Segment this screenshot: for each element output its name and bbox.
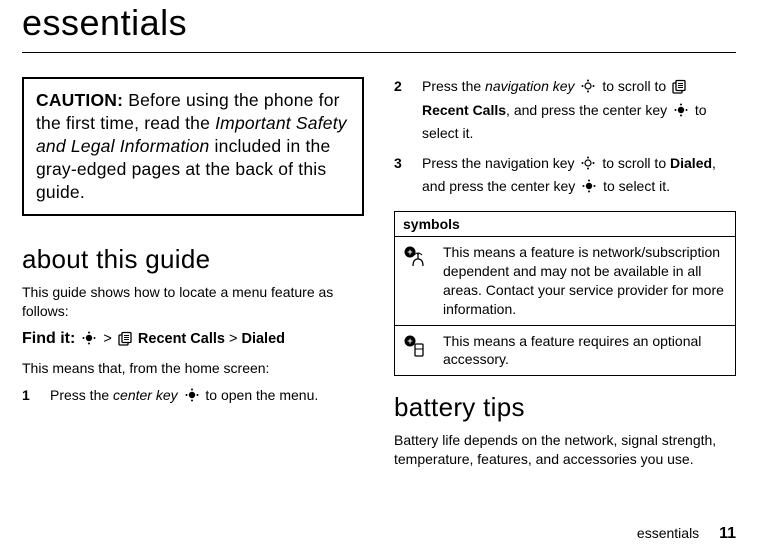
s1i: center key bbox=[113, 387, 178, 403]
find-it-label: Find it: bbox=[22, 330, 75, 347]
s2c: , and press the center key bbox=[506, 102, 671, 118]
step-1-num: 1 bbox=[22, 386, 34, 410]
center-key-icon bbox=[580, 177, 598, 201]
s3bold: Dialed bbox=[670, 155, 712, 171]
svg-text:+: + bbox=[407, 336, 412, 346]
s3d: to select it. bbox=[603, 178, 670, 194]
center-key-icon bbox=[672, 101, 690, 125]
page-footer: essentials 11 bbox=[637, 525, 736, 543]
battery-body: Battery life depends on the network, sig… bbox=[394, 431, 736, 469]
symbols-row-2-text: This means a feature requires an optiona… bbox=[435, 325, 736, 376]
symbols-row-1-text: This means a feature is network/subscrip… bbox=[435, 236, 736, 325]
footer-label: essentials bbox=[637, 525, 699, 541]
right-column: 2 Press the navigation key to scroll to … bbox=[394, 77, 736, 477]
s1a: Press the bbox=[50, 387, 113, 403]
page-number: 11 bbox=[719, 525, 736, 542]
svg-text:+: + bbox=[407, 247, 412, 257]
accessory-icon: + bbox=[395, 325, 436, 376]
symbols-header: symbols bbox=[395, 211, 736, 236]
center-key-icon bbox=[80, 329, 98, 351]
s2a: Press the bbox=[422, 78, 485, 94]
left-column: CAUTION: Before using the phone for the … bbox=[22, 77, 364, 477]
step-3-num: 3 bbox=[394, 154, 406, 201]
divider bbox=[22, 52, 736, 53]
step-1-text: Press the center key to open the menu. bbox=[50, 386, 364, 410]
step-3-text: Press the navigation key to scroll to Di… bbox=[422, 154, 736, 201]
step-3: 3 Press the navigation key to scroll to … bbox=[394, 154, 736, 201]
findit-dialed: Dialed bbox=[241, 331, 285, 347]
find-it-line: Find it: > Recent Calls > Dialed bbox=[22, 329, 364, 351]
s2b: to scroll to bbox=[602, 78, 670, 94]
center-key-icon bbox=[183, 386, 201, 410]
step-2: 2 Press the navigation key to scroll to … bbox=[394, 77, 736, 144]
nav-key-icon bbox=[579, 77, 597, 101]
about-intro: This guide shows how to locate a menu fe… bbox=[22, 283, 364, 321]
s3b: to scroll to bbox=[602, 155, 670, 171]
about-heading: about this guide bbox=[22, 244, 364, 275]
s2bold: Recent Calls bbox=[422, 102, 506, 118]
sep2: > bbox=[229, 331, 237, 347]
battery-heading: battery tips bbox=[394, 392, 736, 423]
findit-recent: Recent Calls bbox=[138, 331, 225, 347]
step-2-text: Press the navigation key to scroll to Re… bbox=[422, 77, 736, 144]
nav-key-icon bbox=[579, 154, 597, 178]
recent-calls-icon bbox=[117, 331, 133, 351]
page-title: essentials bbox=[22, 2, 736, 44]
step-1: 1 Press the center key to open the menu. bbox=[22, 386, 364, 410]
s3a: Press the navigation key bbox=[422, 155, 578, 171]
caution-box: CAUTION: Before using the phone for the … bbox=[22, 77, 364, 216]
symbols-row-1: + This means a feature is network/subscr… bbox=[395, 236, 736, 325]
means-line: This means that, from the home screen: bbox=[22, 359, 364, 378]
network-dependent-icon: + bbox=[395, 236, 436, 325]
caution-label: CAUTION: bbox=[36, 90, 123, 110]
symbols-row-2: + This means a feature requires an optio… bbox=[395, 325, 736, 376]
step-2-num: 2 bbox=[394, 77, 406, 144]
recent-calls-icon bbox=[671, 79, 687, 101]
sep1: > bbox=[103, 331, 111, 347]
content-columns: CAUTION: Before using the phone for the … bbox=[22, 77, 736, 477]
symbols-table: symbols + This means a feature is networ… bbox=[394, 211, 736, 376]
s1b: to open the menu. bbox=[205, 387, 318, 403]
s2i: navigation key bbox=[485, 78, 575, 94]
